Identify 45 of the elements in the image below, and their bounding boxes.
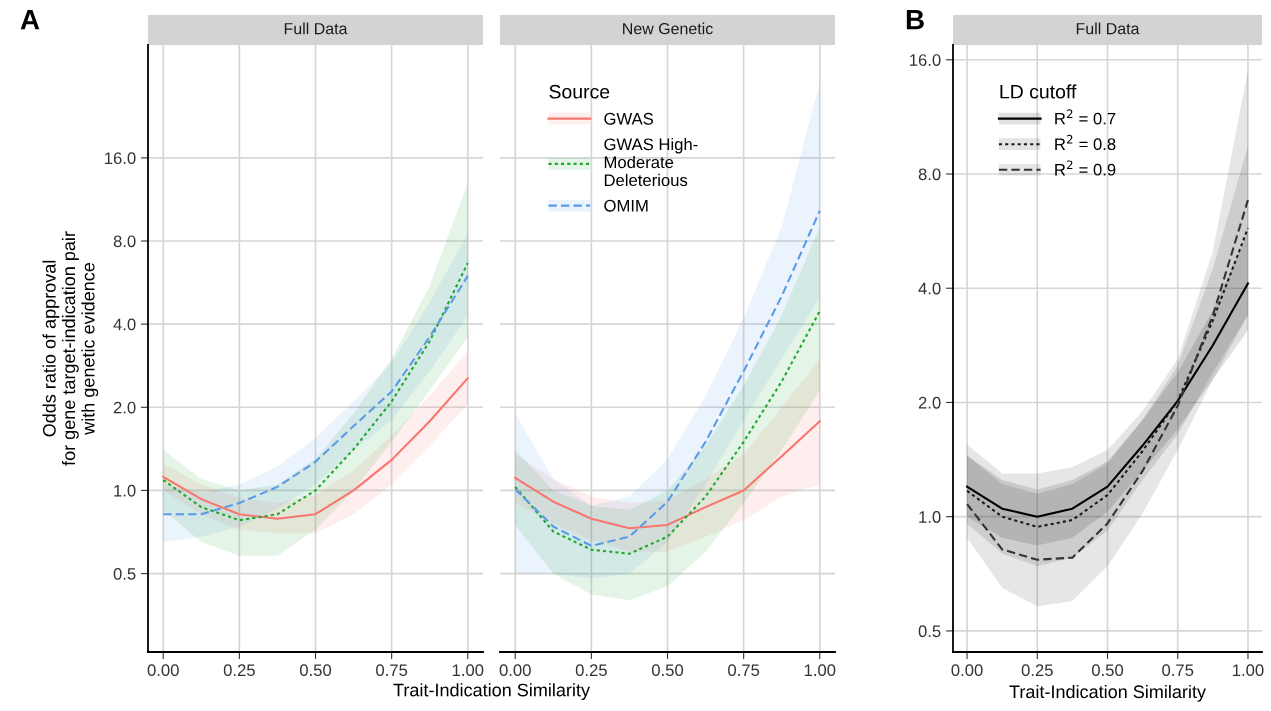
y-tick-label: 4.0 [113, 318, 136, 331]
y-tick-label: 1.0 [919, 511, 941, 523]
x-tick-label: 0.75 [1162, 664, 1194, 677]
legend-label: OMIM [604, 199, 648, 212]
y-tick-label: 8.0 [113, 235, 136, 248]
y-tick-label: 1.0 [114, 484, 136, 497]
chart-title: Full Data [284, 22, 348, 35]
x-tick-label: 0.50 [651, 664, 684, 677]
x-axis-title: Trait-Indication Similarity [1009, 684, 1206, 702]
y-tick-label: 4.0 [918, 282, 941, 295]
x-tick-label: 0.50 [1091, 664, 1124, 677]
legend-label: R$^{2}$ = 0.8 [1055, 134, 1116, 151]
text: B [906, 10, 924, 30]
x-tick-label: 0.00 [147, 664, 179, 677]
chart-title: New Genetic [623, 22, 713, 35]
y-tick-label: 0.5 [113, 567, 136, 580]
x-tick-label: 0.25 [575, 664, 607, 677]
text: A [20, 10, 40, 30]
y-tick-label: 2.0 [918, 396, 941, 409]
x-tick-label: 0.50 [299, 664, 332, 677]
x-tick-label: 0.75 [376, 664, 408, 677]
y-tick-label: 8.0 [918, 168, 941, 181]
x-tick-label: 0.00 [951, 664, 983, 677]
legend-title: LD cutoff [1000, 84, 1077, 99]
line-series [966, 282, 1249, 518]
x-tick-label: 1.00 [452, 664, 484, 677]
x-tick-label: 1.00 [804, 664, 836, 677]
x-tick-label: 0.25 [1021, 664, 1053, 677]
y-axis-title: Odds ratio of approval for gene target-indication pair with genetic evidence [42, 231, 99, 466]
y-tick-label: 16.0 [105, 152, 136, 165]
chart-title: Full Data [1076, 22, 1140, 35]
y-tick-label: 16.0 [910, 54, 941, 66]
x-tick-label: 0.25 [223, 664, 255, 677]
legend-title: Source [549, 84, 610, 99]
x-axis-title: Trait-Indication Similarity [393, 683, 590, 700]
legend-label: R$^{2}$ = 0.7 [1055, 109, 1116, 125]
x-tick-label: 1.00 [1233, 664, 1264, 677]
x-tick-label: 0.00 [499, 664, 531, 677]
y-tick-label: 0.5 [918, 625, 941, 638]
legend-label: GWAS [604, 112, 654, 125]
legend-label: R$^{2}$ = 0.9 [1055, 160, 1116, 176]
line-series [162, 377, 469, 520]
x-tick-label: 0.75 [728, 664, 760, 677]
y-tick-label: 2.0 [113, 401, 136, 414]
legend-label: GWAS High- Moderate Deleterious [604, 137, 698, 187]
